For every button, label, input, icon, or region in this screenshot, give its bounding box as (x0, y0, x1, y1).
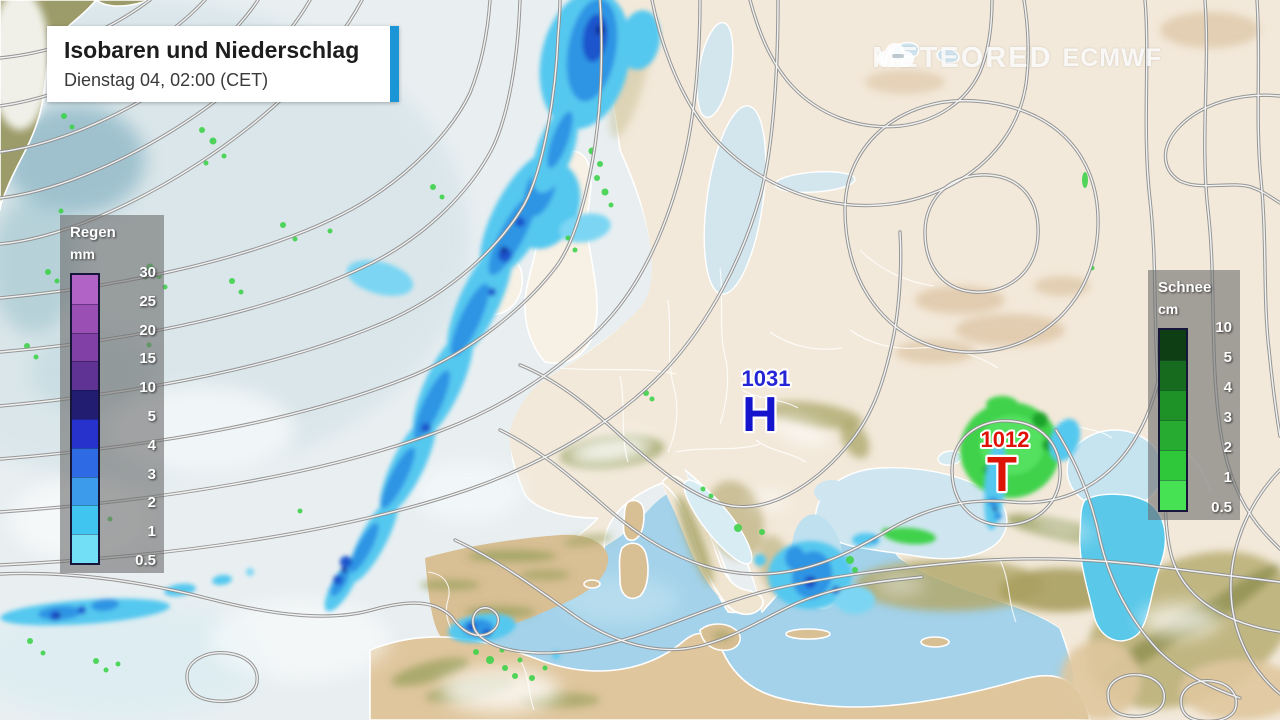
legend-tick-label: 5 (147, 408, 156, 425)
cloud-icon (877, 43, 915, 67)
legend-tick-label: 20 (139, 321, 156, 339)
low-pressure-symbol: T (987, 448, 1017, 502)
legend-unit: cm (1158, 301, 1179, 317)
legend-tick-label: 0.5 (135, 552, 156, 569)
snow-legend: Schnee cm 10 5 4 3 2 1 0.5 (1148, 270, 1240, 520)
legend-color-segment (1160, 390, 1186, 420)
watermark: METEORED ECMWF (872, 42, 1162, 75)
legend-tick-label: 5 (1223, 349, 1232, 366)
high-pressure-value: 1031 (742, 366, 791, 391)
legend-color-segment (1160, 480, 1186, 510)
map-title: Isobaren und Niederschlag (64, 37, 360, 63)
legend-unit: mm (70, 246, 95, 262)
model-logo-text: ECMWF (1062, 44, 1162, 72)
snow-speckles-layer (24, 113, 1095, 681)
legend-color-segment (1160, 360, 1186, 390)
legend-color-bar (70, 273, 100, 565)
legend-color-segment (72, 275, 98, 304)
map-datetime: Dienstag 04, 02:00 (CET) (64, 70, 269, 90)
precipitation-layer (0, 0, 1081, 659)
legend-color-segment (1160, 420, 1186, 450)
legend-tick-label: 10 (139, 379, 156, 397)
legend-color-segment (72, 418, 98, 448)
legend-color-segment (72, 332, 98, 362)
legend-color-segment (1160, 330, 1186, 360)
legend-tick-label: 2 (147, 494, 156, 512)
legend-tick-label: 2 (1223, 439, 1232, 456)
legend-tick-label: 4 (147, 436, 156, 454)
accent-stripe (390, 26, 399, 102)
legend-color-segment (72, 476, 98, 506)
legend-tick-label: 1 (147, 523, 156, 541)
rain-legend: Regen mm 30 25 20 15 10 5 4 3 2 1 0.5 (60, 215, 164, 573)
legend-tick-label: 3 (147, 465, 156, 483)
legend-tick-label: 25 (139, 292, 156, 310)
legend-color-segment (72, 534, 98, 563)
legend-color-segment (72, 390, 98, 419)
legend-color-bar (1158, 328, 1188, 512)
map-title-card: Isobaren und Niederschlag Dienstag 04, 0… (47, 26, 399, 102)
legend-tick-label: 1 (1223, 469, 1232, 486)
low-pressure-value: 1012 (981, 427, 1030, 452)
legend-tick-label: 10 (1215, 319, 1232, 336)
low-pressure-marker: 1012 T (979, 425, 1032, 504)
legend-color-segment (72, 447, 98, 477)
high-pressure-marker: 1031 H (740, 364, 793, 444)
legend-title: Schnee (1158, 279, 1212, 296)
legend-color-segment (1160, 450, 1186, 480)
high-pressure-symbol: H (742, 388, 777, 442)
legend-tick-label: 15 (139, 350, 156, 368)
legend-title: Regen (70, 224, 116, 241)
legend-tick-label: 4 (1223, 379, 1232, 396)
legend-tick-label: 0.5 (1211, 499, 1232, 516)
legend-tick-label: 3 (1223, 409, 1232, 426)
legend-color-segment (72, 361, 98, 391)
legend-color-segment (72, 303, 98, 333)
legend-color-segment (72, 505, 98, 535)
legend-tick-label: 30 (139, 264, 156, 281)
